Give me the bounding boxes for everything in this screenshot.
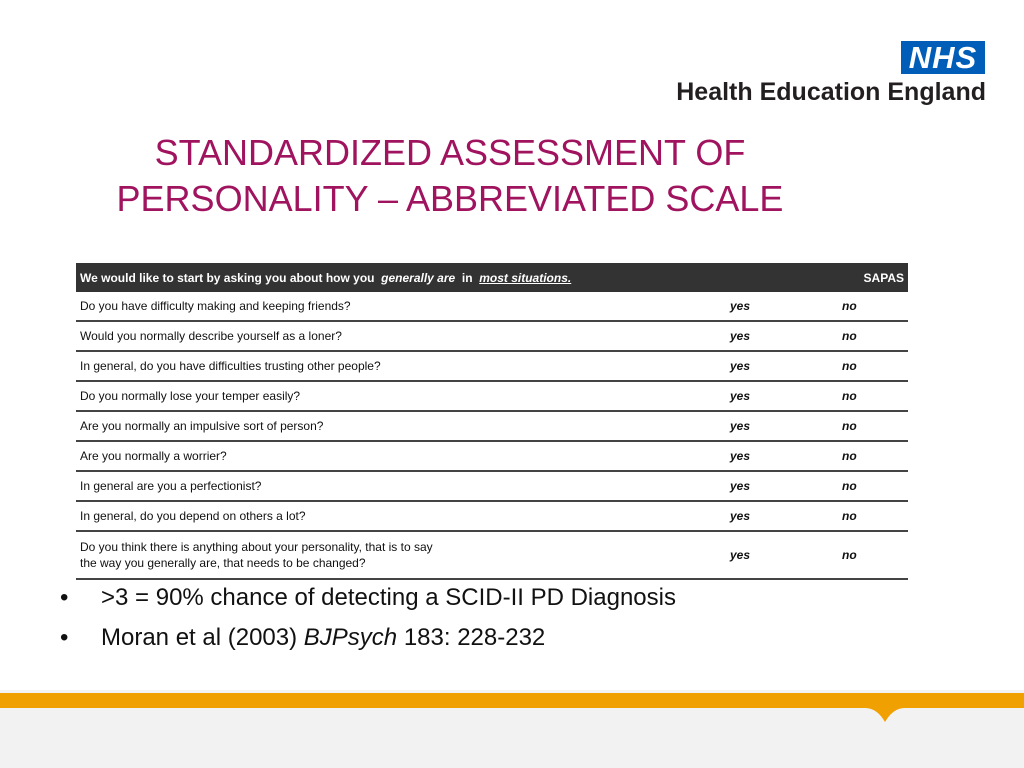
question-line: In general, do you depend on others a lo… [80,509,306,523]
question: Would you normally describe yourself as … [76,328,342,344]
answer-no: no [842,548,857,562]
question: In general, do you depend on others a lo… [76,508,306,524]
question: Are you normally an impulsive sort of pe… [76,418,323,434]
organisation-name: Health Education England [676,78,986,106]
question: Do you normally lose your temper easily? [76,388,300,404]
bullet-text: BJPsych [303,624,398,651]
question: Do you have difficulty making and keepin… [76,298,351,314]
bullet-text: >3 = 90% chance of detecting a SCID-II P… [101,584,676,611]
answer-yes: yes [730,449,751,463]
table-row: In general, do you depend on others a lo… [76,502,908,532]
question-line: In general, do you have difficulties tru… [80,359,381,373]
header-text: in [461,270,473,285]
answer-yes: yes [730,389,751,403]
table-row: Do you have difficulty making and keepin… [76,292,908,322]
answer-yes: yes [730,419,751,433]
table-row: Do you normally lose your temper easily?… [76,382,908,412]
slide-title: STANDARDIZED ASSESSMENT OF PERSONALITY –… [60,130,840,222]
table-row: In general, do you have difficulties tru… [76,352,908,382]
answer-no: no [842,389,857,403]
answer-yes: yes [730,548,751,562]
table-row: Are you normally a worrier? yes no [76,442,908,472]
table-row: Are you normally an impulsive sort of pe… [76,412,908,442]
table-header: We would like to start by asking you abo… [76,263,908,292]
title-line: STANDARDIZED ASSESSMENT OF [154,132,746,173]
question-line: Are you normally a worrier? [80,449,227,463]
answer-no: no [842,299,857,313]
question-line: Do you normally lose your temper easily? [80,389,301,403]
footer-band [0,690,1024,768]
answer-no: no [842,449,857,463]
nhs-badge: NHS [901,41,985,74]
question-line: Would you normally describe yourself as … [80,329,342,343]
footer-stripe [0,693,1024,722]
header-text: We would like to start by asking you abo… [80,270,375,285]
question-line: Do you think there is anything about you… [80,540,433,554]
bullet: • >3 = 90% chance of detecting a SCID-II … [60,584,676,612]
answer-no: no [842,419,857,433]
question-line: Do you have difficulty making and keepin… [80,299,351,313]
question: In general are you a perfectionist? [76,478,261,494]
bullet: • Moran et al (2003) BJPsych 183: 228-232 [60,624,545,652]
bullet-text: 183: 228-232 [397,624,546,651]
table-row: In general are you a perfectionist? yes no [76,472,908,502]
header-underlined: most situations. [479,270,572,285]
answer-yes: yes [730,479,751,493]
bullet-dot: • [60,584,69,611]
scale-name: SAPAS [863,270,904,285]
answer-no: no [842,509,857,523]
question-line: In general are you a perfectionist? [80,479,262,493]
table-row: Do you think there is anything about you… [76,532,908,580]
title-line: PERSONALITY – ABBREVIATED SCALE [116,178,784,219]
question: Are you normally a worrier? [76,448,227,464]
question-line: Are you normally an impulsive sort of pe… [80,419,324,433]
answer-no: no [842,329,857,343]
header-emphasis: generally are [381,270,456,285]
question-line: the way you generally are, that needs to… [80,556,366,570]
bullet-text: Moran et al (2003) [101,624,304,651]
answer-yes: yes [730,509,751,523]
answer-yes: yes [730,299,751,313]
questionnaire-table: We would like to start by asking you abo… [76,263,908,580]
question: In general, do you have difficulties tru… [76,358,381,374]
answer-yes: yes [730,359,751,373]
question: Do you think there is anything about you… [76,539,433,571]
table-body: Do you have difficulty making and keepin… [76,292,908,580]
answer-yes: yes [730,329,751,343]
table-row: Would you normally describe yourself as … [76,322,908,352]
bullet-dot: • [60,624,69,651]
answer-no: no [842,479,857,493]
answer-no: no [842,359,857,373]
